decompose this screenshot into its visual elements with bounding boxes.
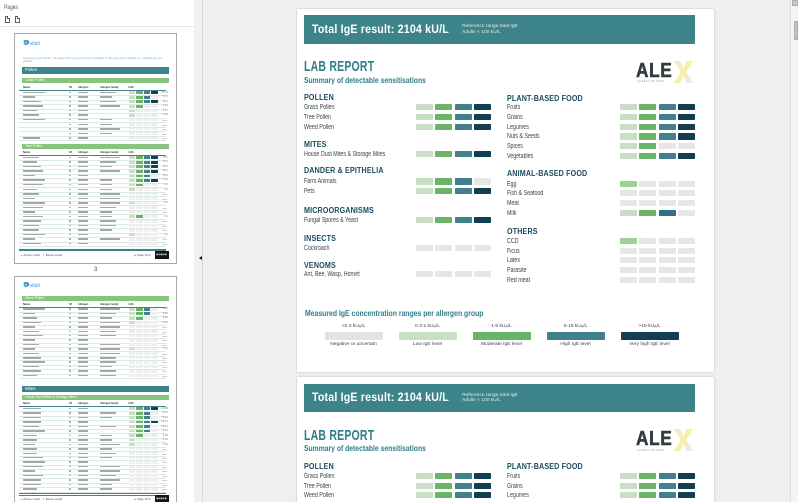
svg-text:vitali: vitali [30, 41, 40, 46]
svg-text:vitali: vitali [30, 282, 40, 287]
